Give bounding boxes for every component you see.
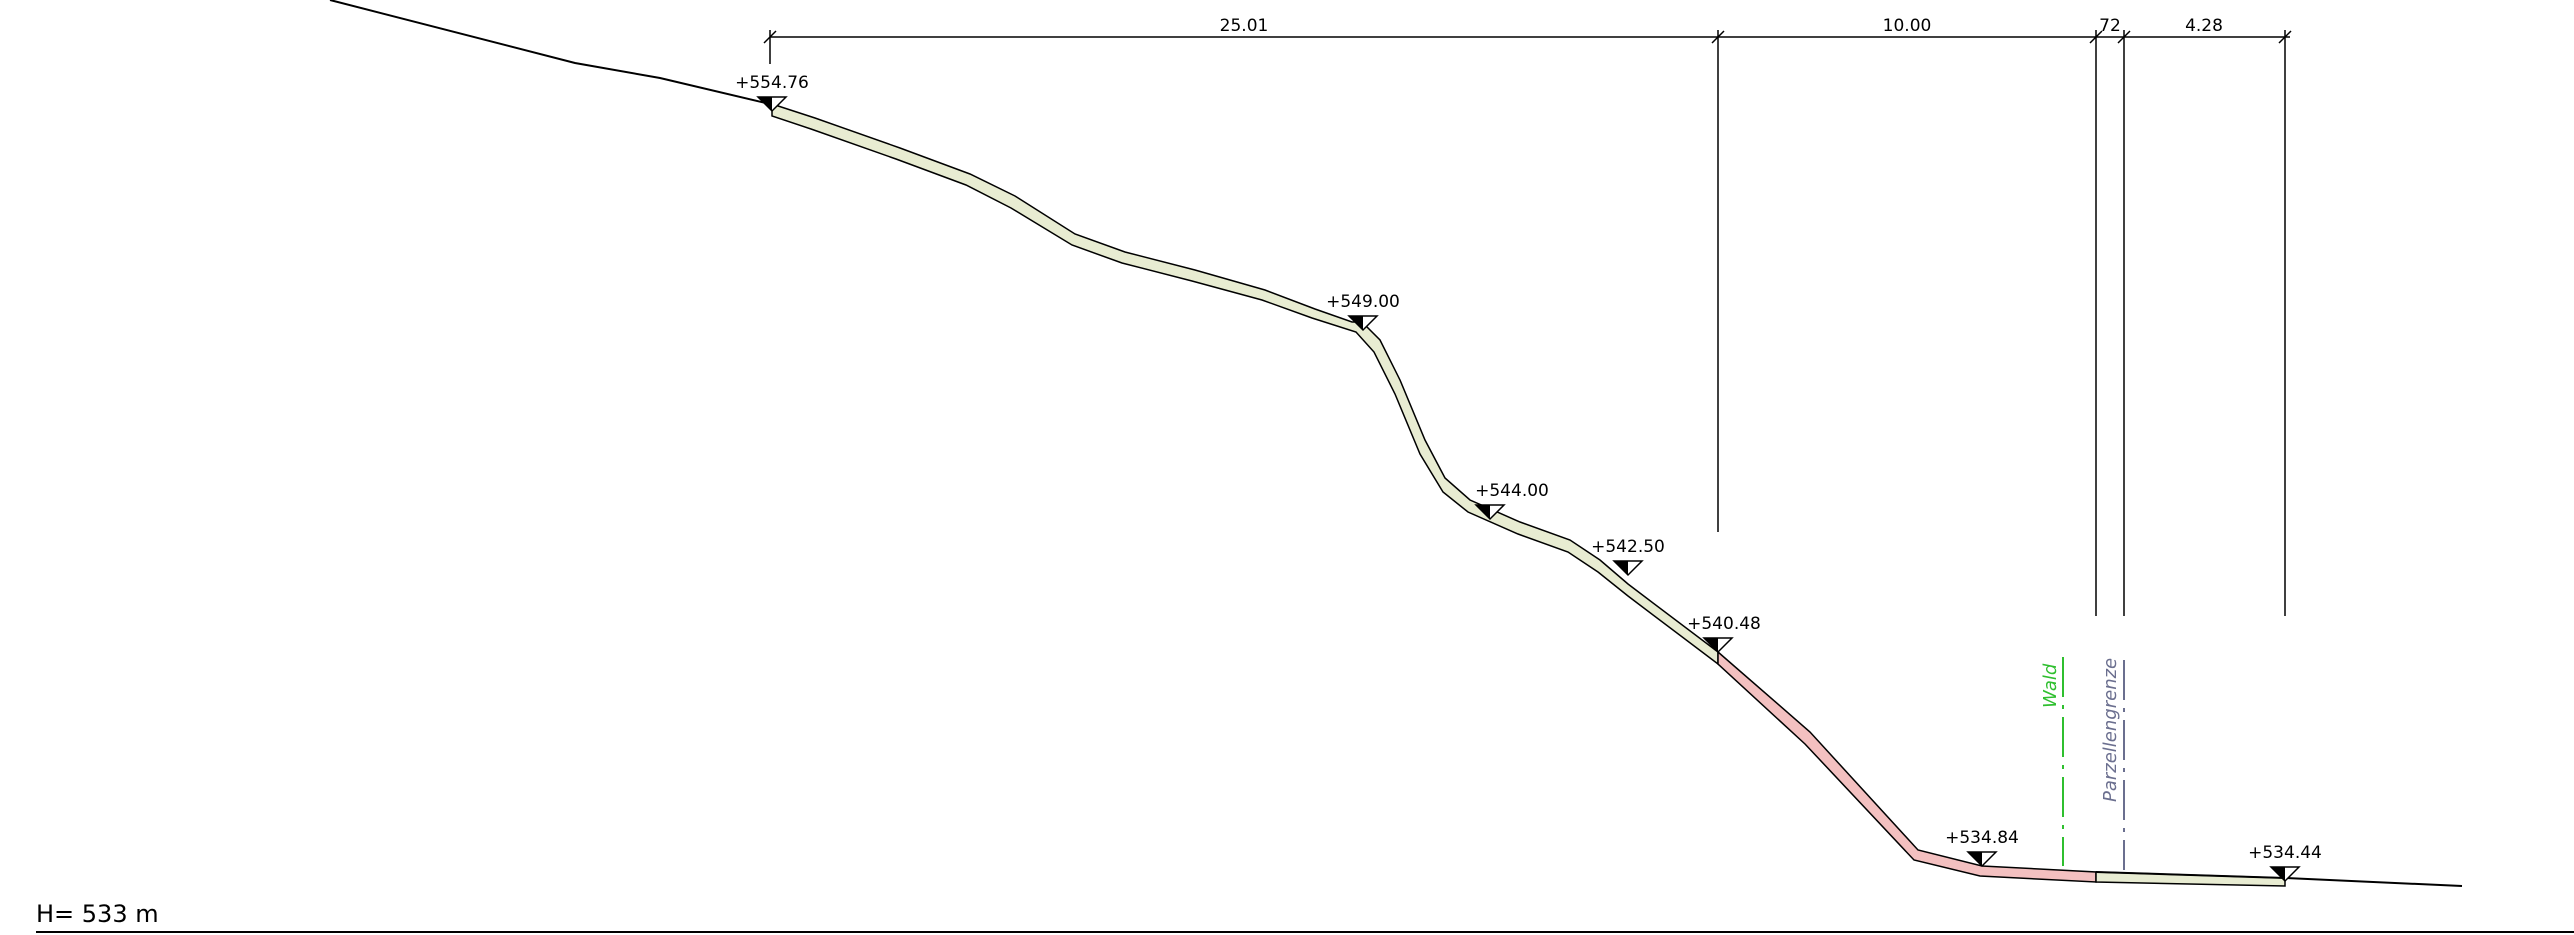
elevation-marker-6: +534.84 (1945, 828, 2019, 868)
elevation-marker-5: +540.48 (1687, 614, 1761, 654)
svg-text:+554.76: +554.76 (735, 73, 809, 93)
dimension-label-1: 25.01 (1220, 16, 1269, 36)
elevation-marker-4: +542.50 (1591, 537, 1665, 577)
elevation-marker-3: +544.00 (1474, 481, 1549, 521)
dimension-label-2: 10.00 (1883, 16, 1932, 36)
forest-boundary-label: Wald (2040, 663, 2061, 708)
svg-text:+540.48: +540.48 (1687, 614, 1761, 634)
elevation-marker-1: +554.76 (735, 73, 809, 113)
elevation-marker-7: +534.44 (2248, 843, 2322, 883)
reference-height-label: H= 533 m (36, 900, 159, 928)
svg-text:+544.00: +544.00 (1475, 481, 1549, 501)
svg-text:+534.84: +534.84 (1945, 828, 2019, 848)
terrain-line-upper (329, 0, 771, 105)
svg-text:+534.44: +534.44 (2248, 843, 2322, 863)
terrain-surface-band (771, 102, 1719, 666)
dimension-chain (763, 30, 2292, 616)
dimension-label-4: 4.28 (2185, 16, 2223, 36)
dimension-label-3: 72 (2099, 16, 2121, 36)
svg-text:+549.00: +549.00 (1326, 292, 1400, 312)
parcel-boundary-label: Parzellengrenze (2100, 658, 2121, 802)
elevation-marker-2: +549.00 (1326, 292, 1400, 332)
svg-text:+542.50: +542.50 (1591, 537, 1665, 557)
